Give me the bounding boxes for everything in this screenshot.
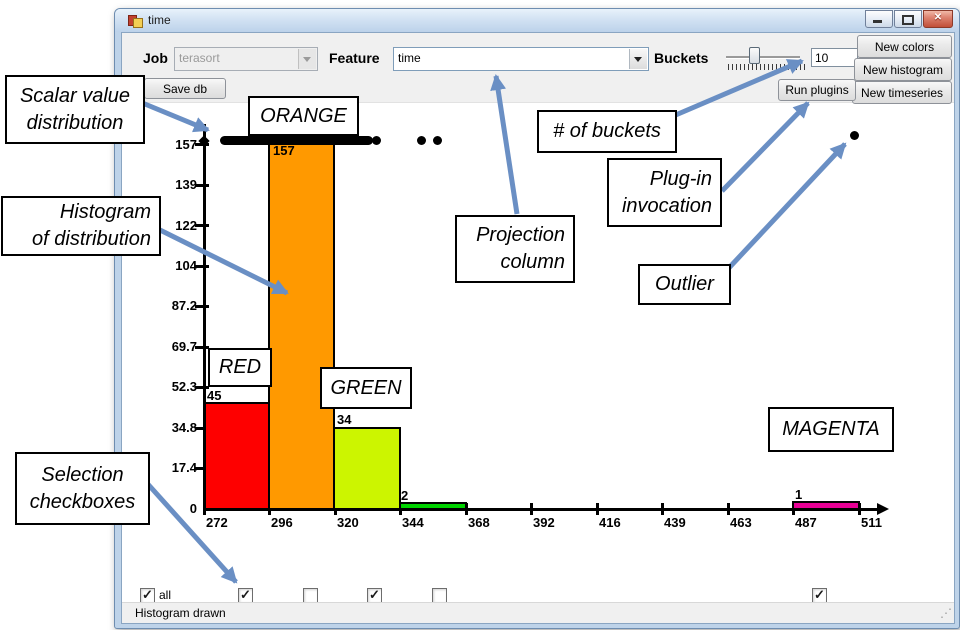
y-tick-label: 122 — [175, 218, 197, 233]
window-title: time — [148, 13, 171, 27]
new-timeseries-button[interactable]: New timeseries — [852, 81, 952, 104]
x-axis — [203, 508, 878, 511]
bucket-checkbox-yellow[interactable] — [367, 587, 382, 603]
histogram-bar-red — [204, 402, 270, 511]
y-tick-label: 87.2 — [171, 298, 197, 313]
close-button[interactable] — [923, 10, 953, 28]
job-combobox[interactable]: terasort — [174, 47, 318, 71]
maximize-button[interactable] — [894, 10, 922, 28]
bar-value-label: 45 — [207, 388, 222, 403]
chevron-down-icon — [629, 49, 647, 69]
histogram-bar-yellow — [333, 427, 401, 511]
bar-value-label: 1 — [795, 487, 803, 502]
callout-number-of-buckets: # of buckets — [537, 110, 677, 153]
callout-red: RED — [208, 348, 272, 387]
callout-orange: ORANGE — [248, 96, 359, 136]
callout-outlier: Outlier — [638, 264, 731, 305]
bar-value-label: 34 — [337, 412, 352, 427]
x-tick-label: 463 — [730, 515, 752, 530]
x-tick-label: 320 — [337, 515, 359, 530]
feature-combobox-value: time — [398, 51, 421, 65]
x-tick-label: 511 — [861, 515, 882, 530]
x-tick-label: 439 — [664, 515, 686, 530]
y-tick-label: 34.8 — [171, 420, 197, 435]
scalar-value-dot — [433, 136, 442, 145]
resize-grip-icon[interactable]: ⋰ — [940, 606, 952, 620]
y-tick-label: 104 — [175, 258, 197, 273]
bucket-checkbox-magenta[interactable] — [812, 587, 827, 603]
x-tick-label: 392 — [533, 515, 555, 530]
bucket-checkbox-green[interactable] — [432, 588, 447, 603]
bar-value-label: 2 — [401, 488, 409, 503]
app-window: time Job terasort Feature time — [114, 8, 960, 629]
run-plugins-button[interactable]: Run plugins — [778, 79, 856, 101]
feature-label: Feature — [329, 50, 380, 66]
x-tick-label: 487 — [795, 515, 817, 530]
x-tick-label: 272 — [206, 515, 228, 530]
y-tick-label: 69.7 — [171, 339, 197, 354]
minimize-button[interactable] — [865, 10, 893, 28]
x-axis-arrow — [877, 503, 889, 515]
buckets-input[interactable] — [811, 48, 858, 67]
buckets-slider[interactable] — [726, 56, 800, 59]
callout-magenta: MAGENTA — [768, 407, 894, 452]
histogram-bar-orange — [268, 139, 335, 511]
save-db-button[interactable]: Save db — [144, 78, 226, 99]
scalar-value-dots — [220, 136, 373, 145]
select-all-checkbox[interactable] — [140, 587, 155, 603]
bar-value-label: 157 — [273, 143, 295, 158]
bucket-checkbox-orange[interactable] — [303, 588, 318, 603]
y-tick-label: 52.3 — [171, 379, 197, 394]
x-tick-label: 344 — [402, 515, 424, 530]
buckets-slider-thumb[interactable] — [749, 47, 760, 64]
bucket-checkbox-red[interactable] — [238, 587, 253, 603]
new-colors-button[interactable]: New colors — [857, 35, 952, 58]
callout-green: GREEN — [320, 367, 412, 409]
feature-combobox[interactable]: time — [393, 47, 649, 71]
select-all-label: all — [159, 588, 172, 602]
chevron-down-icon — [298, 49, 316, 69]
job-label: Job — [143, 50, 168, 66]
x-tick-label: 416 — [599, 515, 621, 530]
toolbar-panel: Job terasort Feature time Buckets New co… — [122, 33, 954, 104]
x-tick-label: 296 — [271, 515, 293, 530]
form-icon — [128, 14, 143, 28]
job-combobox-value: terasort — [179, 51, 220, 65]
y-tick-label: 17.4 — [171, 460, 197, 475]
scalar-value-dot — [372, 136, 381, 145]
buckets-label: Buckets — [654, 50, 709, 66]
status-bar: Histogram drawn ⋰ — [122, 602, 954, 623]
new-histogram-button[interactable]: New histogram — [854, 58, 952, 81]
y-tick-label: 0 — [189, 501, 197, 516]
x-tick-label: 368 — [468, 515, 490, 530]
scalar-value-dot — [417, 136, 426, 145]
slider-tick-marks — [728, 64, 808, 70]
y-tick-label: 157 — [175, 137, 197, 152]
window-titlebar[interactable]: time — [115, 9, 959, 32]
callout-histogram-of-distribution: Histogram of distribution — [1, 196, 161, 256]
callout-selection-checkboxes: Selection checkboxes — [15, 452, 150, 525]
status-text: Histogram drawn — [135, 606, 226, 620]
y-axis — [203, 124, 206, 511]
callout-plugin-invocation: Plug-in invocation — [607, 158, 722, 227]
y-tick-label: 139 — [175, 177, 197, 192]
outlier-dot — [850, 131, 859, 140]
callout-scalar-value-distribution: Scalar value distribution — [5, 75, 145, 144]
callout-projection-column: Projection column — [455, 215, 575, 283]
